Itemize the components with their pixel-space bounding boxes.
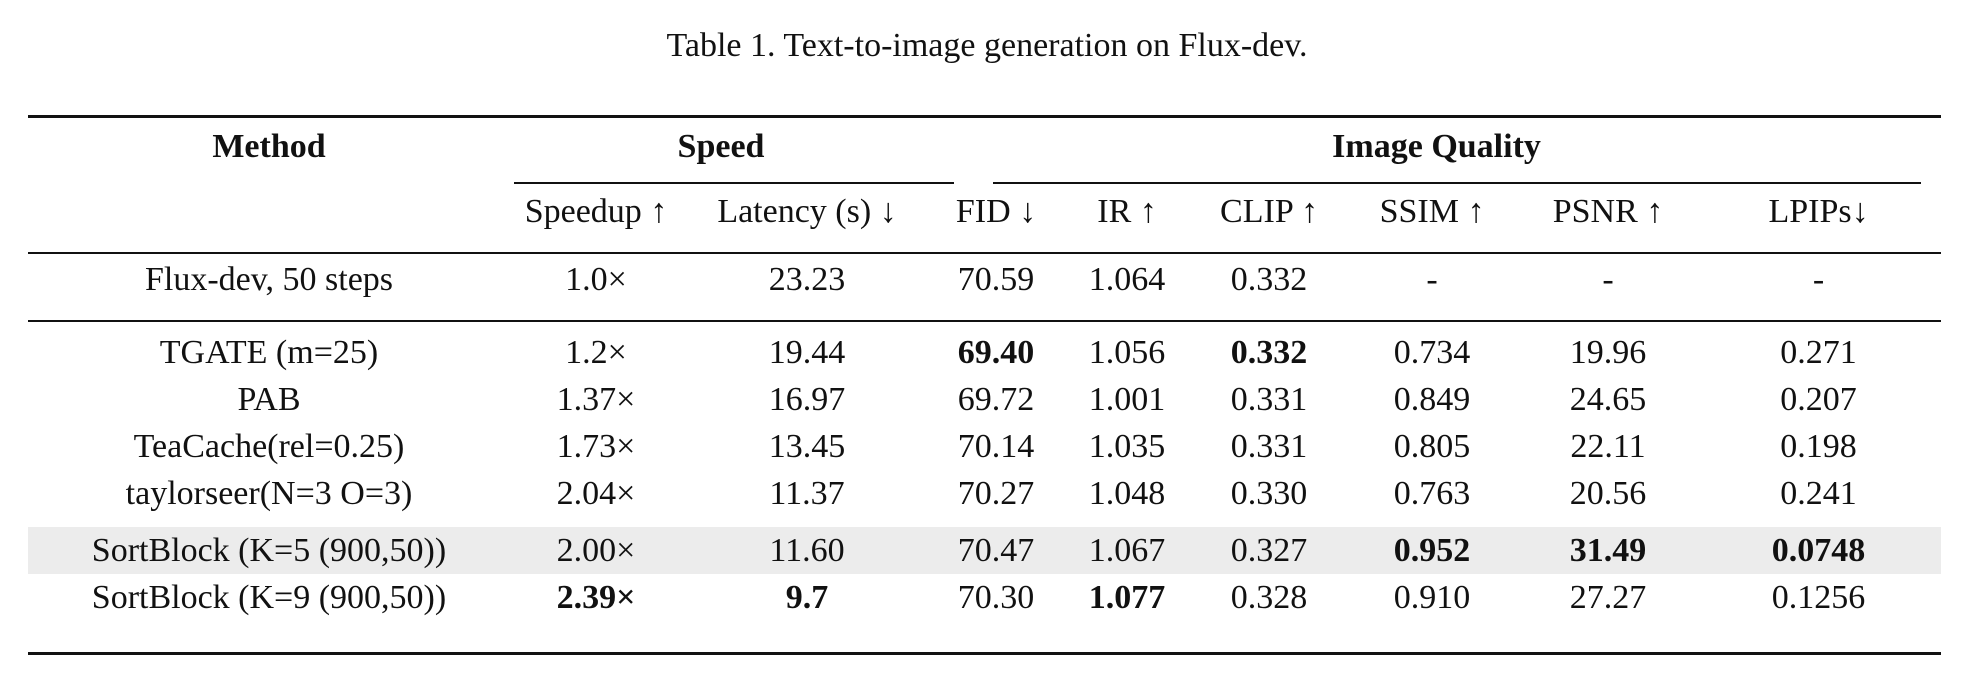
group-spacer (28, 517, 1941, 527)
method-cell: taylorseer(N=3 O=3) (125, 475, 413, 512)
value-cell: 0.330 (1230, 475, 1308, 512)
value-cell: 0.332 (1230, 334, 1308, 371)
value-cell: 0.328 (1230, 579, 1308, 616)
value-cell: 1.001 (1088, 381, 1166, 418)
value-cell: 0.331 (1230, 428, 1308, 465)
value-cell: 1.37× (556, 381, 636, 418)
group-spacer (28, 313, 1941, 321)
value-cell: 2.04× (556, 475, 636, 512)
header-bottom-rule (28, 252, 1941, 254)
value-cell: 9.7 (785, 579, 829, 616)
value-cell: 27.27 (1569, 579, 1647, 616)
value-cell: 70.14 (957, 428, 1035, 465)
value-cell: 1.064 (1088, 260, 1166, 298)
method-cell: SortBlock (K=5 (900,50)) (28, 527, 510, 574)
header-ir: IR ↑ (1097, 192, 1157, 230)
table-row: Flux-dev, 50 steps 1.0× 23.23 70.59 1.064 0.3… (28, 245, 1941, 313)
value-cell: 0.734 (1393, 334, 1471, 371)
value-cell: 11.60 (682, 527, 933, 574)
value-cell: 0.849 (1393, 381, 1471, 418)
header-ssim: SSIM ↑ (1379, 192, 1485, 230)
value-cell: 0.763 (1393, 475, 1471, 512)
value-cell: 1.048 (1088, 475, 1166, 512)
header-speed: Speed (677, 127, 765, 165)
results-body: Flux-dev, 50 steps 1.0× 23.23 70.59 1.064 0.3… (28, 245, 1942, 621)
value-cell: 0.327 (1194, 527, 1345, 574)
value-cell: 1.2× (565, 334, 627, 371)
value-cell: 0.952 (1344, 527, 1521, 574)
value-cell: 2.00× (510, 527, 682, 574)
value-cell: 20.56 (1569, 475, 1647, 512)
value-cell: 1.73× (556, 428, 636, 465)
method-cell: TeaCache(rel=0.25) (133, 428, 405, 465)
value-cell: 0.332 (1230, 260, 1308, 298)
value-cell: 69.40 (957, 334, 1035, 371)
value-cell: 0.207 (1780, 381, 1857, 418)
method-cell: PAB (237, 381, 301, 418)
value-cell: 70.30 (957, 579, 1035, 616)
table-row: SortBlock (K=9 (900,50)) 2.39× 9.7 70.30 1.0… (28, 574, 1941, 621)
baseline-bottom-rule (28, 320, 1941, 322)
value-cell: 0.271 (1780, 334, 1857, 371)
value-cell: 70.59 (957, 260, 1035, 298)
value-cell: 0.1256 (1771, 579, 1866, 616)
value-cell: 69.72 (957, 381, 1035, 418)
value-cell: 1.035 (1088, 428, 1166, 465)
header-fid: FID ↓ (955, 192, 1037, 230)
value-cell: 0.805 (1393, 428, 1471, 465)
value-cell: 22.11 (1570, 428, 1646, 465)
value-cell: 31.49 (1520, 527, 1697, 574)
value-cell: 24.65 (1569, 381, 1647, 418)
value-cell: 2.39× (556, 579, 636, 616)
value-cell: 23.23 (768, 260, 846, 298)
value-cell: 0.331 (1230, 381, 1308, 418)
method-cell: TGATE (m=25) (159, 334, 379, 371)
table-row: TeaCache(rel=0.25) 1.73× 13.45 70.14 1.035 0.… (28, 423, 1941, 470)
value-cell: 19.44 (768, 334, 846, 371)
quality-group-rule (993, 182, 1921, 184)
value-cell: - (1602, 260, 1614, 298)
top-rule (28, 115, 1941, 118)
value-cell: 11.37 (769, 475, 845, 512)
header-lpips: LPIPs↓ (1768, 192, 1869, 230)
value-cell: - (1812, 260, 1825, 298)
value-cell: 1.077 (1088, 579, 1166, 616)
header-speedup: Speedup ↑ (524, 192, 668, 230)
table-row: PAB 1.37× 16.97 69.72 1.001 0.331 0.849 24.65 0.… (28, 376, 1941, 423)
table-row: SortBlock (K=5 (900,50)) 2.00× 11.60 70.47 1… (28, 527, 1942, 574)
value-cell: 0.241 (1780, 475, 1857, 512)
value-cell: 1.067 (1060, 527, 1195, 574)
value-cell: 16.97 (768, 381, 846, 418)
header-method: Method (212, 128, 326, 165)
value-cell: - (1426, 260, 1438, 298)
value-cell: 1.0× (565, 260, 627, 298)
table-row: taylorseer(N=3 O=3) 2.04× 11.37 70.27 1.048 0… (28, 470, 1941, 517)
method-cell: Flux-dev, 50 steps (144, 260, 394, 298)
header-clip: CLIP ↑ (1220, 192, 1318, 230)
speed-group-rule (514, 182, 954, 184)
bottom-rule (28, 652, 1941, 655)
value-cell: 70.47 (932, 527, 1061, 574)
table-caption: Table 1. Text-to-image generation on Flu… (666, 27, 1308, 64)
value-cell: 1.056 (1088, 334, 1166, 371)
value-cell: 19.96 (1569, 334, 1647, 371)
header-image-quality: Image Quality (1332, 127, 1541, 165)
value-cell: 70.27 (957, 475, 1035, 512)
value-cell: 0.0748 (1696, 527, 1942, 574)
header-latency: Latency (s) ↓ (717, 192, 897, 230)
value-cell: 0.198 (1780, 428, 1857, 465)
method-cell: SortBlock (K=9 (900,50)) (91, 579, 447, 616)
header-psnr: PSNR ↑ (1552, 192, 1664, 230)
value-cell: 0.910 (1393, 579, 1471, 616)
table-row: TGATE (m=25) 1.2× 19.44 69.40 1.056 0.332 0.73… (28, 321, 1941, 376)
value-cell: 13.45 (768, 428, 846, 465)
results-table: Method Speed Image Quality Speedup ↑ Lat… (28, 115, 1942, 621)
